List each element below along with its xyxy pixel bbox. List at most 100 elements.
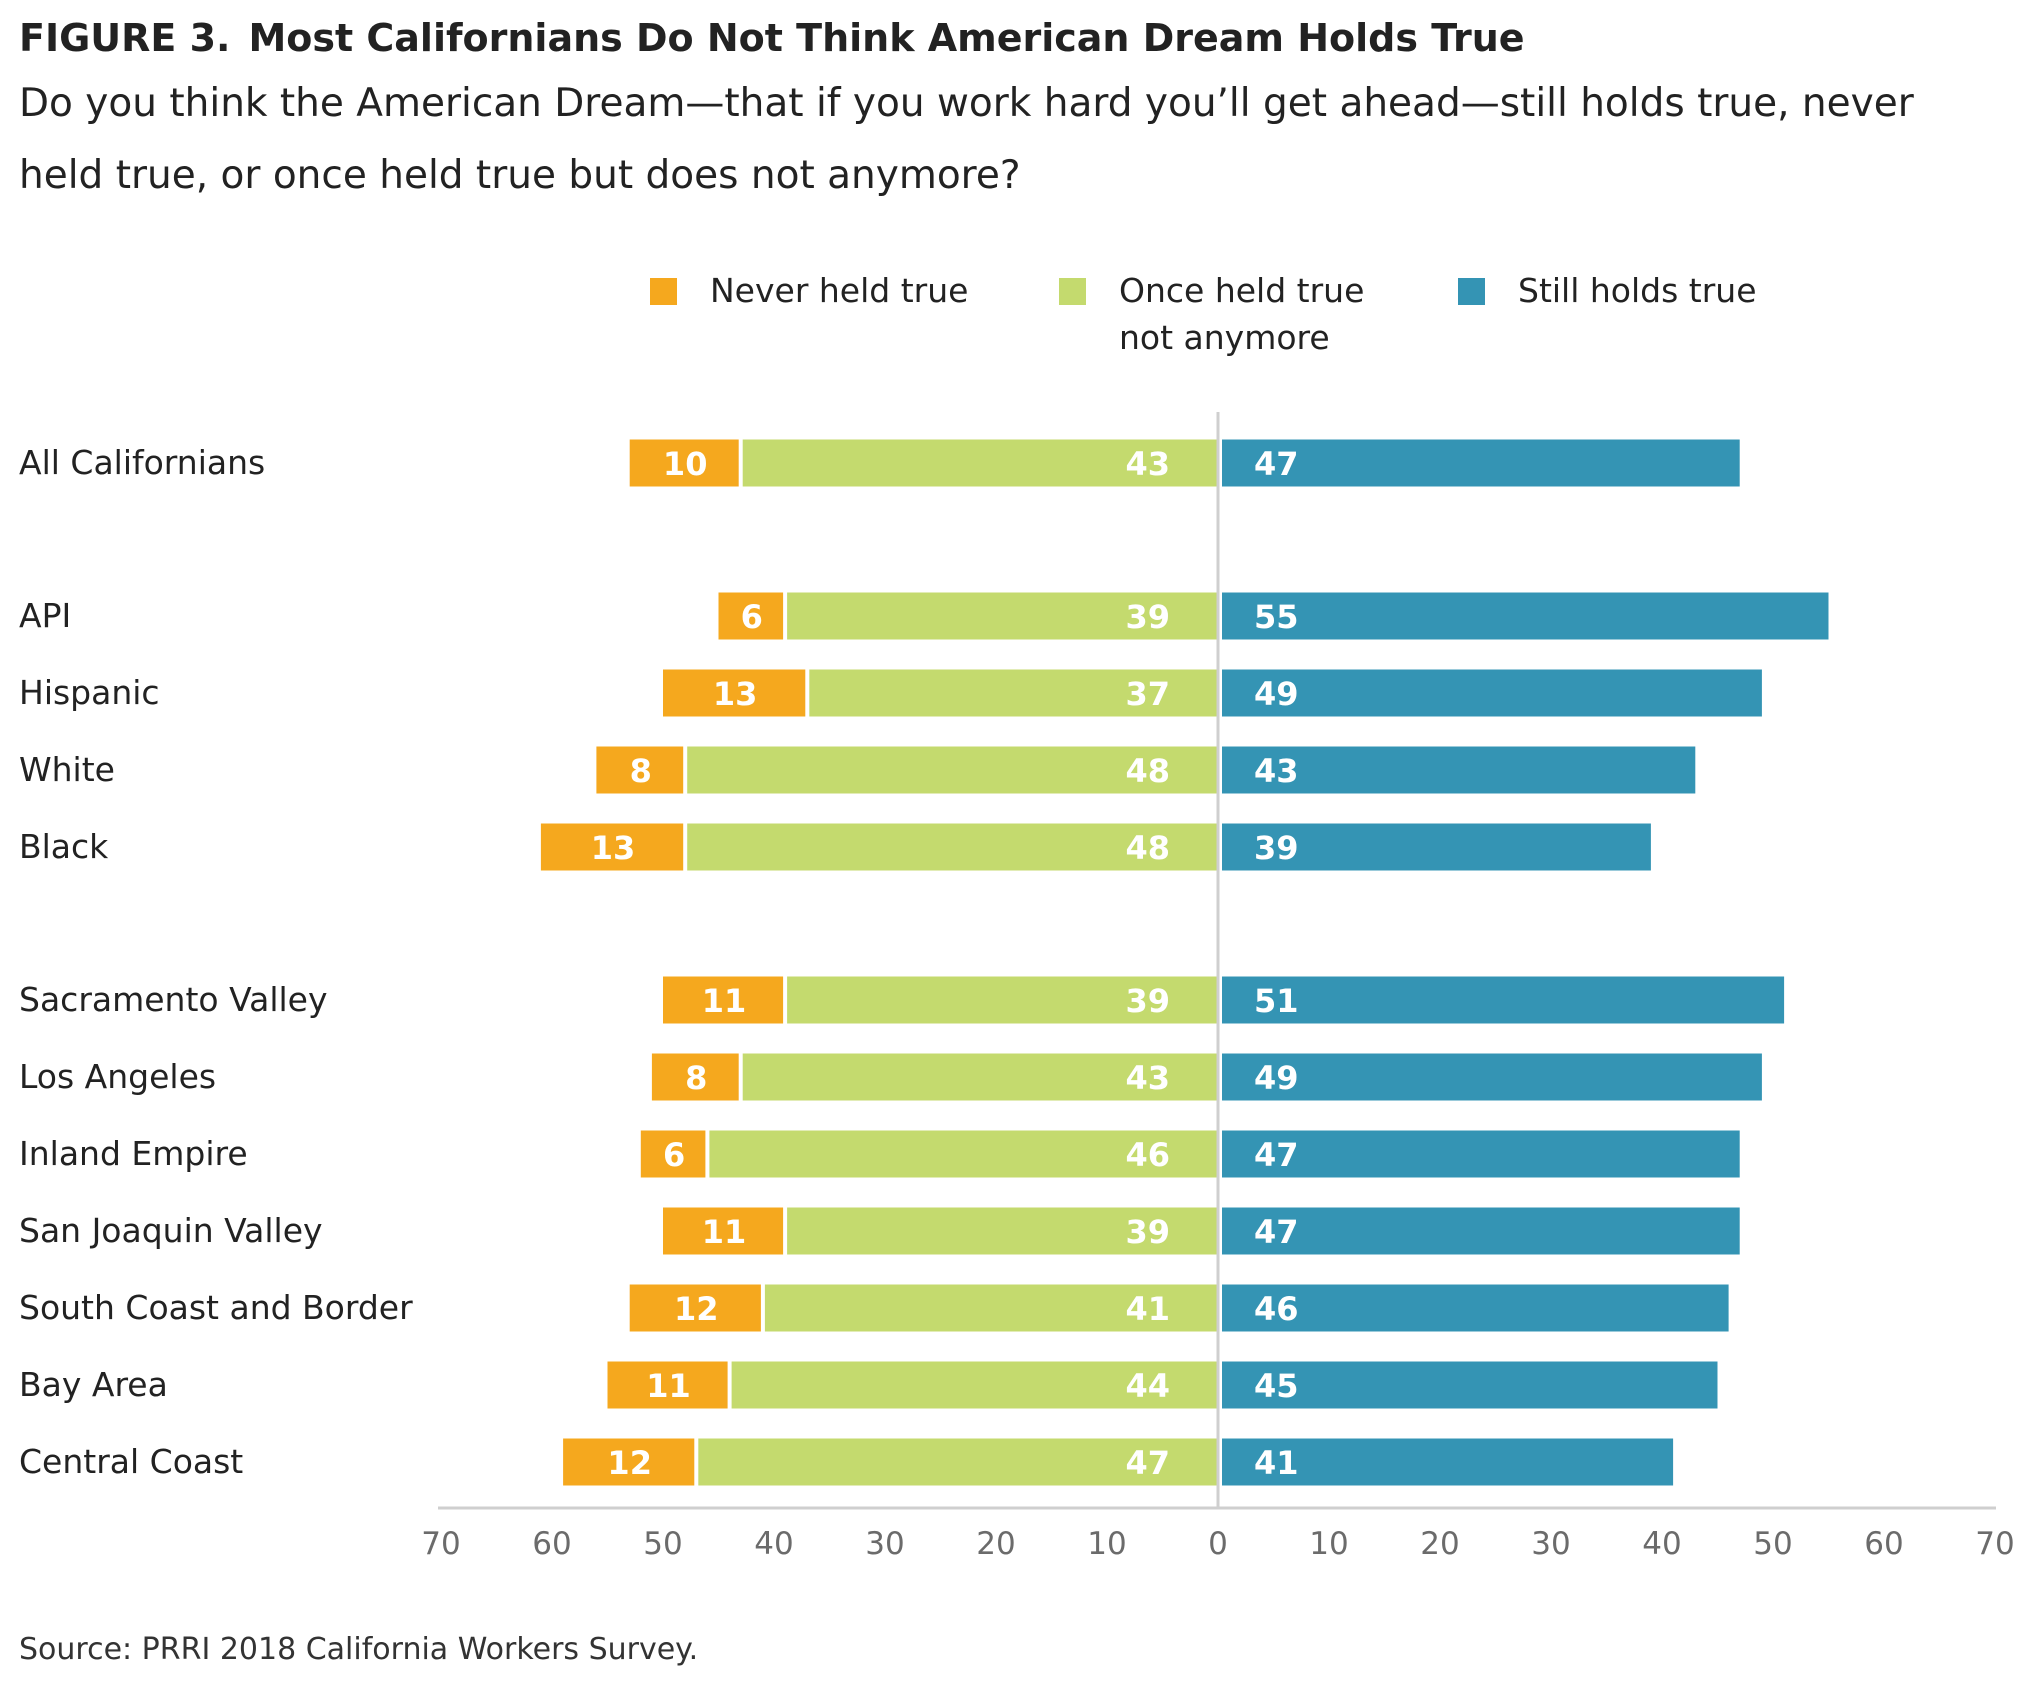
value-label-never-inland-empire: 6 — [663, 1136, 685, 1174]
value-label-never-los-angeles: 8 — [685, 1059, 707, 1097]
x-axis: 70 60 50 40 30 20 10 0 10 20 30 40 50 60 70 — [421, 1506, 2015, 1562]
value-label-never-black: 13 — [591, 829, 636, 867]
source-note: Source: PRRI 2018 California Workers Sur… — [19, 1632, 699, 1667]
chart-row-bay-area: Bay Area 11 44 45 — [19, 1361, 1718, 1409]
chart-row-sacramento-valley: Sacramento Valley 11 39 51 — [19, 976, 1785, 1024]
value-label-still-south-coast-and-border: 46 — [1254, 1290, 1299, 1328]
category-label-black: Black — [19, 827, 109, 866]
category-label-all-californians: All Californians — [19, 443, 265, 482]
x-tick-label: 30 — [1531, 1526, 1570, 1562]
x-tick-label: 70 — [1975, 1526, 2014, 1562]
x-tick-label: 50 — [1753, 1526, 1792, 1562]
category-label-api: API — [19, 596, 71, 635]
bar-separator-los-angeles — [738, 1053, 743, 1101]
value-label-once-api: 39 — [1125, 598, 1170, 636]
value-label-still-white: 43 — [1254, 752, 1299, 790]
bar-once-all-californians — [740, 439, 1218, 487]
chart-row-all-californians: All Californians 10 43 47 — [19, 439, 1740, 487]
bar-never-los-angeles — [651, 1053, 741, 1101]
legend-swatch-once — [1059, 278, 1086, 305]
x-tick-label: 10 — [1087, 1526, 1126, 1562]
bar-never-all-californians — [629, 439, 741, 487]
bar-never-central-coast — [563, 1438, 697, 1486]
figure-subtitle: Do you think the American Dream—that if … — [19, 81, 1914, 198]
bar-once-south-coast-and-border — [762, 1284, 1218, 1332]
bar-once-san-joaquin-valley — [785, 1207, 1218, 1255]
bar-still-api — [1222, 592, 1829, 640]
bar-never-san-joaquin-valley — [663, 1207, 786, 1255]
value-label-never-san-joaquin-valley: 11 — [702, 1213, 747, 1251]
value-label-still-inland-empire: 47 — [1254, 1136, 1299, 1174]
bar-still-san-joaquin-valley — [1222, 1207, 1740, 1255]
bar-separator-api — [783, 592, 788, 640]
bars: All Californians 10 43 47 API 6 39 55 Hispanic 13… — [19, 439, 1829, 1486]
chart-row-south-coast-and-border: South Coast and Border 12 41 46 — [19, 1284, 1729, 1332]
bar-once-los-angeles — [740, 1053, 1218, 1101]
category-label-bay-area: Bay Area — [19, 1365, 168, 1404]
figure-title: FIGURE 3. Most Californians Do Not Think … — [19, 8, 2009, 68]
value-label-still-sacramento-valley: 51 — [1254, 982, 1299, 1020]
category-label-south-coast-and-border: South Coast and Border — [19, 1288, 413, 1327]
bar-never-white — [596, 746, 686, 794]
bar-separator-white — [683, 746, 688, 794]
value-label-once-los-angeles: 43 — [1125, 1059, 1170, 1097]
value-label-never-white: 8 — [630, 752, 652, 790]
bar-never-bay-area — [607, 1361, 730, 1409]
figure-header: FIGURE 3. Most Californians Do Not Think … — [19, 8, 2009, 212]
bar-separator-sacramento-valley — [783, 976, 788, 1024]
bar-once-sacramento-valley — [785, 976, 1218, 1024]
value-label-once-all-californians: 43 — [1125, 445, 1170, 483]
value-label-once-bay-area: 44 — [1125, 1367, 1170, 1405]
x-tick-label: 10 — [1309, 1526, 1348, 1562]
bar-never-sacramento-valley — [663, 976, 786, 1024]
bar-separator-central-coast — [694, 1438, 699, 1486]
value-label-once-inland-empire: 46 — [1125, 1136, 1170, 1174]
x-tick-label: 60 — [532, 1526, 571, 1562]
chart-row-san-joaquin-valley: San Joaquin Valley 11 39 47 — [19, 1207, 1740, 1255]
bar-never-south-coast-and-border — [629, 1284, 763, 1332]
chart-row-inland-empire: Inland Empire 6 46 47 — [19, 1130, 1740, 1178]
chart-row-los-angeles: Los Angeles 8 43 49 — [19, 1053, 1762, 1101]
x-tick-label: 70 — [421, 1526, 460, 1562]
chart-row-hispanic: Hispanic 13 37 49 — [19, 669, 1762, 717]
figure-label: FIGURE 3. — [19, 16, 231, 60]
value-label-still-api: 55 — [1254, 598, 1299, 636]
value-label-once-south-coast-and-border: 41 — [1125, 1290, 1170, 1328]
value-label-never-api: 6 — [741, 598, 763, 636]
bar-separator-all-californians — [738, 439, 743, 487]
category-label-central-coast: Central Coast — [19, 1442, 243, 1481]
value-label-once-black: 48 — [1125, 829, 1170, 867]
bar-once-central-coast — [696, 1438, 1218, 1486]
bar-once-hispanic — [807, 669, 1218, 717]
value-label-once-hispanic: 37 — [1125, 675, 1170, 713]
legend-label-never: Never held true — [710, 271, 968, 310]
bar-still-white — [1222, 746, 1696, 794]
bar-never-api — [718, 592, 786, 640]
x-tick-label: 50 — [643, 1526, 682, 1562]
bar-once-white — [685, 746, 1218, 794]
x-tick-label: 30 — [865, 1526, 904, 1562]
bar-once-bay-area — [729, 1361, 1218, 1409]
x-tick-label: 60 — [1864, 1526, 1903, 1562]
value-label-still-san-joaquin-valley: 47 — [1254, 1213, 1299, 1251]
bar-once-inland-empire — [707, 1130, 1218, 1178]
bar-still-sacramento-valley — [1222, 976, 1785, 1024]
chart-row-central-coast: Central Coast 12 47 41 — [19, 1438, 1674, 1486]
chart-row-white: White 8 48 43 — [19, 746, 1696, 794]
bar-once-api — [785, 592, 1218, 640]
chart-row-api: API 6 39 55 — [19, 592, 1829, 640]
bar-still-los-angeles — [1222, 1053, 1762, 1101]
value-label-never-central-coast: 12 — [607, 1444, 652, 1482]
x-tick-label: 40 — [1642, 1526, 1681, 1562]
value-label-once-white: 48 — [1125, 752, 1170, 790]
value-label-never-all-californians: 10 — [663, 445, 708, 483]
chart-row-black: Black 13 48 39 — [19, 823, 1651, 871]
legend-label-once: Once held true — [1119, 271, 1364, 310]
x-tick-label: 40 — [754, 1526, 793, 1562]
category-label-white: White — [19, 750, 115, 789]
value-label-once-sacramento-valley: 39 — [1125, 982, 1170, 1020]
legend: Never held true Once held true not anymore… — [650, 271, 1757, 357]
bar-never-black — [540, 823, 686, 871]
category-label-los-angeles: Los Angeles — [19, 1057, 216, 1096]
